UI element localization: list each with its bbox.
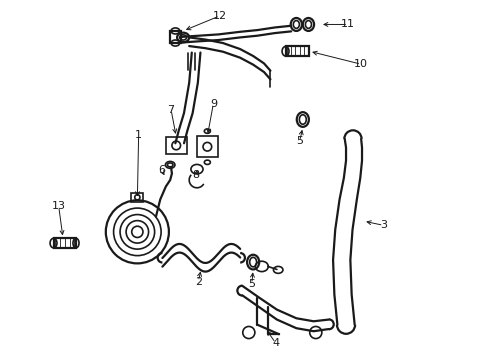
Bar bbox=[197, 136, 217, 157]
Text: 8: 8 bbox=[192, 170, 199, 180]
Bar bbox=[285, 46, 309, 56]
Text: 5: 5 bbox=[248, 279, 255, 289]
Bar bbox=[165, 137, 186, 154]
Bar bbox=[131, 193, 143, 202]
Text: 6: 6 bbox=[158, 165, 165, 175]
Text: 5: 5 bbox=[296, 136, 303, 146]
Text: 1: 1 bbox=[135, 130, 142, 140]
Text: 9: 9 bbox=[209, 99, 217, 108]
Text: 4: 4 bbox=[271, 338, 279, 348]
Text: 12: 12 bbox=[212, 11, 226, 21]
Text: 10: 10 bbox=[353, 59, 367, 69]
Bar bbox=[170, 31, 180, 43]
Text: 7: 7 bbox=[167, 104, 174, 114]
Text: 2: 2 bbox=[194, 276, 202, 287]
Text: 3: 3 bbox=[379, 220, 386, 230]
Text: 11: 11 bbox=[341, 19, 354, 30]
Bar bbox=[53, 238, 76, 248]
Text: 13: 13 bbox=[52, 201, 65, 211]
